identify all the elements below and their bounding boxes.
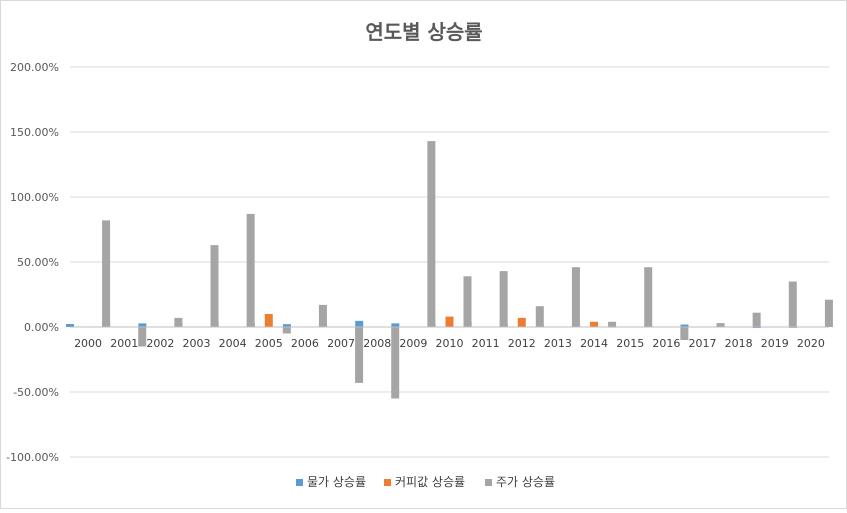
legend-label: 물가 상승률 <box>307 475 366 489</box>
x-tick-label: 2006 <box>291 337 319 350</box>
bar <box>174 317 183 327</box>
x-tick-label: 2009 <box>399 337 427 350</box>
x-tick-label: 2007 <box>327 337 355 350</box>
x-tick-label: 2017 <box>689 337 717 350</box>
bar <box>463 276 472 327</box>
bar <box>282 327 291 334</box>
x-tick-label: 2008 <box>363 337 391 350</box>
bar <box>680 327 689 340</box>
y-tick-label: 200.00% <box>10 61 59 74</box>
legend: 물가 상승률 커피값 상승률 주가 상승률 <box>296 475 555 489</box>
legend-swatch <box>485 479 492 486</box>
bar <box>391 327 400 399</box>
bar <box>138 323 147 327</box>
x-tick-label: 2013 <box>544 337 572 350</box>
y-tick-label: 150.00% <box>10 126 59 139</box>
bar <box>716 323 725 327</box>
bar <box>427 141 436 327</box>
bar <box>824 299 833 327</box>
bar <box>517 317 526 327</box>
gridlines <box>70 66 829 458</box>
bar <box>680 324 689 327</box>
x-tick-label: 2011 <box>472 337 500 350</box>
x-tick-label: 2001 <box>110 337 138 350</box>
bar <box>391 323 400 327</box>
bar <box>355 320 364 327</box>
x-tick-label: 2005 <box>255 337 283 350</box>
bar <box>318 304 327 327</box>
bar <box>752 312 761 327</box>
bar <box>590 321 599 327</box>
legend-swatch <box>384 479 391 486</box>
x-tick-label: 2020 <box>797 337 825 350</box>
y-tick-label: 100.00% <box>10 191 59 204</box>
x-tick-label: 2004 <box>219 337 247 350</box>
x-tick-label: 2018 <box>725 337 753 350</box>
x-tick-label: 2019 <box>761 337 789 350</box>
bar <box>499 271 508 327</box>
y-tick-label: -100.00% <box>6 451 59 464</box>
x-tick-label: 2000 <box>74 337 102 350</box>
bar <box>788 281 797 327</box>
bar <box>608 321 617 327</box>
x-tick-label: 2003 <box>183 337 211 350</box>
chart-title: 연도별 상승률 <box>365 20 482 44</box>
x-tick-label: 2014 <box>580 337 608 350</box>
y-tick-label: -50.00% <box>13 386 59 399</box>
y-tick-label: 50.00% <box>17 256 59 269</box>
x-tick-label: 2015 <box>616 337 644 350</box>
y-tick-label: 0.00% <box>24 321 59 334</box>
x-axis-tick-labels: 2000 2001 2002 2003 2004 2005 2006 2007 2008 2009… <box>74 337 825 350</box>
legend-label: 주가 상승률 <box>496 475 555 489</box>
bar <box>66 324 75 327</box>
x-tick-label: 2002 <box>146 337 174 350</box>
x-tick-label: 2012 <box>508 337 536 350</box>
bar <box>246 213 255 327</box>
bar <box>644 267 653 327</box>
bar <box>210 245 219 327</box>
bar <box>102 220 111 327</box>
bar <box>535 306 544 327</box>
bar <box>282 324 291 327</box>
x-tick-label: 2016 <box>652 337 680 350</box>
legend-swatch <box>296 479 303 486</box>
bar <box>355 327 364 383</box>
x-tick-label: 2010 <box>436 337 464 350</box>
bar <box>138 327 147 347</box>
y-axis-tick-labels: -100.00% -50.00% 0.00% 50.00% 100.00% 150.00%… <box>6 61 59 464</box>
legend-label: 커피값 상승률 <box>395 475 465 489</box>
bar <box>264 314 273 327</box>
bar <box>445 316 454 327</box>
bar <box>571 267 580 327</box>
